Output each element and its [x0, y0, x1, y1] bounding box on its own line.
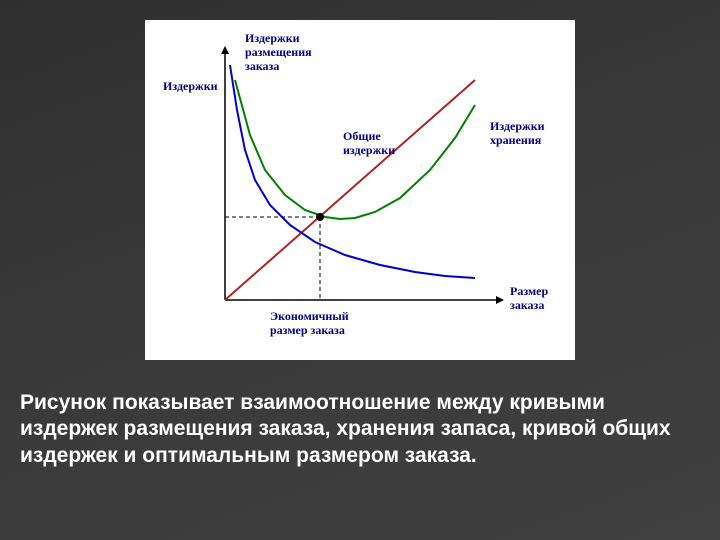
storage-cost-label-2: хранения	[490, 133, 542, 147]
intersection-dot	[316, 213, 324, 221]
total-cost-label-2: издержки	[343, 143, 395, 157]
total-cost-label-1: Общие	[343, 129, 381, 143]
ordering-cost-label-2: размещения	[245, 45, 312, 59]
chart-container: ИздержкиИздержкиразмещениязаказаОбщиеизд…	[145, 20, 575, 360]
ordering-cost-label-1: Издержки	[245, 31, 300, 45]
ordering-cost-label-3: заказа	[245, 59, 279, 73]
eoq-label-2: размер заказа	[270, 323, 345, 337]
x-axis-label-2: заказа	[510, 298, 544, 312]
chart-svg: ИздержкиИздержкиразмещениязаказаОбщиеизд…	[145, 20, 575, 360]
eoq-label-1: Экономичный	[270, 309, 349, 323]
storage-cost-label-1: Издержки	[490, 119, 545, 133]
x-axis-label-1: Размер	[510, 284, 548, 298]
y-axis-label: Издержки	[163, 79, 218, 93]
caption-text: Рисунок показывает взаимоотношение между…	[20, 390, 700, 469]
slide: ИздержкиИздержкиразмещениязаказаОбщиеизд…	[0, 0, 720, 540]
